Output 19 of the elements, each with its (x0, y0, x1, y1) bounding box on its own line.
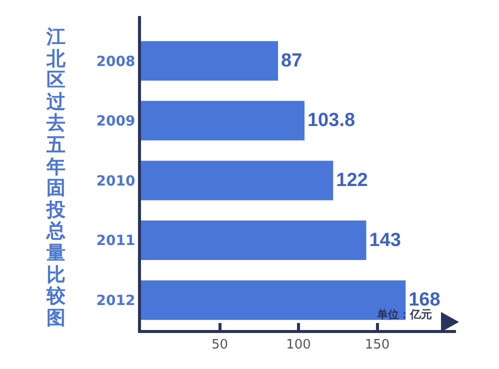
y-tick-label: 2008 (96, 54, 136, 70)
data-label: 103.8 (307, 110, 356, 132)
data-label: 143 (369, 230, 401, 251)
y-tick-label: 2009 (96, 114, 136, 130)
bar (141, 41, 278, 81)
y-tick-label: 2010 (96, 173, 136, 190)
bar (141, 100, 304, 140)
y-tick-label: 2011 (96, 233, 136, 250)
x-tick-label: 50 (211, 338, 228, 353)
data-label: 122 (336, 170, 368, 191)
bar (141, 280, 406, 320)
chart-title: 江北区过去五年固投总量比较图 (46, 26, 66, 329)
data-label: 87 (281, 50, 302, 72)
bar (141, 160, 334, 200)
x-tick-label: 150 (364, 338, 390, 353)
x-tick-label: 100 (286, 338, 311, 353)
y-tick-label: 2012 (96, 293, 136, 309)
bar (141, 220, 366, 260)
x-axis-title: 单位：亿元 (376, 307, 432, 322)
